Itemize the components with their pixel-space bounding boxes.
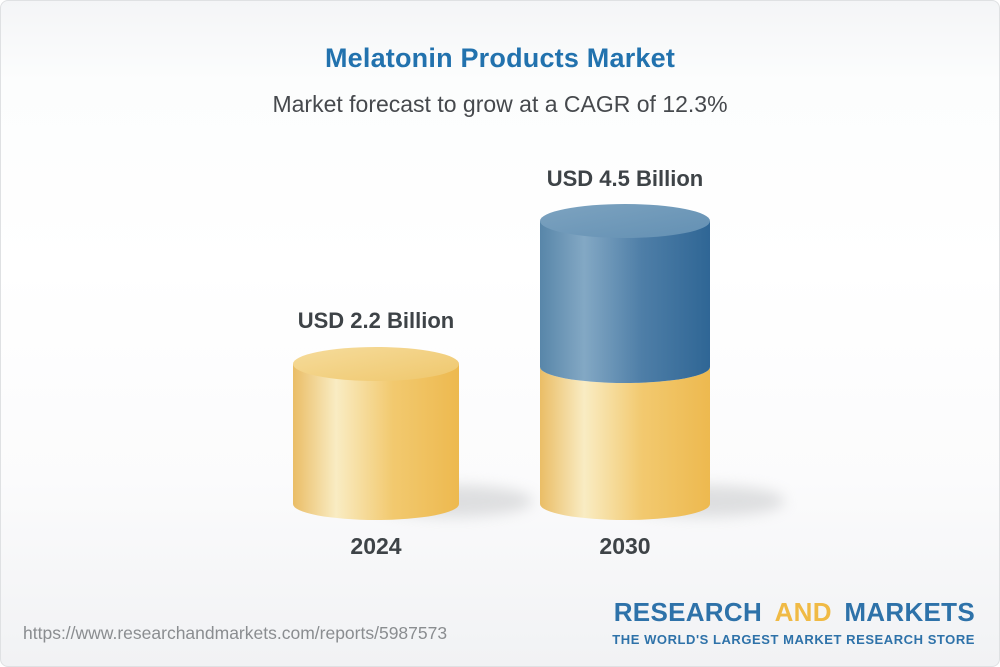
logo-word-research: RESEARCH [613,597,763,627]
logo-word-and: AND [774,597,832,627]
bar-2024-value-label: USD 2.2 Billion [297,308,455,333]
header: Melatonin Products Market Market forecas… [1,1,999,118]
bar-2024-top-cap [293,347,459,381]
report-url-link[interactable]: https://www.researchandmarkets.com/repor… [23,623,448,643]
bar-2024-body [293,364,459,520]
bar-2024-category-label: 2024 [350,533,402,559]
page-subtitle: Market forecast to grow at a CAGR of 12.… [272,91,728,117]
bar-2030-value-label: USD 4.5 Billion [546,166,704,191]
logo-tagline: THE WORLD'S LARGEST MARKET RESEARCH STOR… [612,632,975,647]
page-title: Melatonin Products Market [324,43,676,73]
bar-2030-top-cap [540,204,710,238]
bar-2030-blue-segment [540,221,710,383]
research-and-markets-logo: RESEARCH AND MARKETS THE WORLD'S LARGEST… [612,597,975,647]
bar-2030-gold-segment [540,367,710,520]
logo-word-markets: MARKETS [844,597,975,627]
logo-wordmark: RESEARCH AND MARKETS [612,597,975,628]
bar-2030-category-label: 2030 [599,533,651,559]
